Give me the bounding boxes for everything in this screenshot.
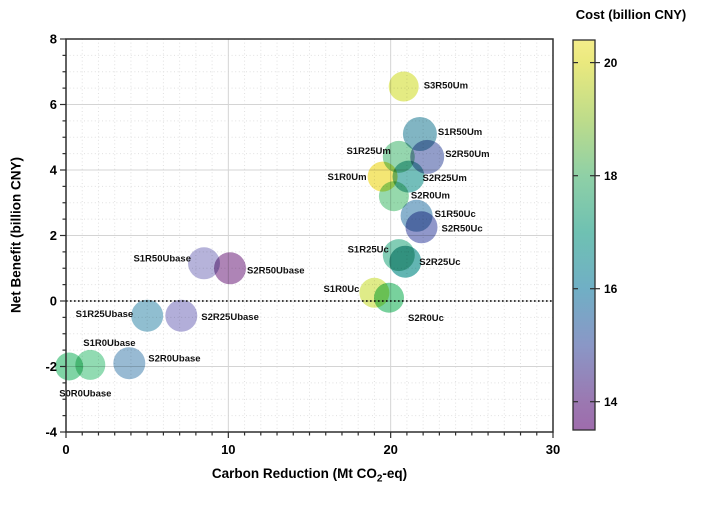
y-tick--2: -2 (45, 359, 57, 374)
bubble-S1R25Ubase (131, 299, 164, 332)
bubble-S2R25Uc (389, 245, 422, 278)
point-label-S1R50Uc: S1R50Uc (435, 209, 476, 220)
bubble-S2R50Uc (405, 211, 438, 244)
grid-major (66, 39, 553, 432)
bubble-S1R50Ubase (188, 247, 220, 280)
point-label-S1R50Ubase: S1R50Ubase (133, 254, 191, 265)
bubble-S2R25Ubase (165, 299, 198, 332)
x-tick-10: 10 (221, 442, 235, 457)
bubble-S2R0Ubase (113, 347, 146, 380)
point-label-S1R25Uc: S1R25Uc (348, 244, 389, 255)
colorbar-tick-labels: 20 18 16 14 (604, 56, 618, 409)
x-tick-labels: 0 10 20 30 (62, 442, 560, 457)
point-label-S1R25Ubase: S1R25Ubase (76, 309, 134, 320)
point-label-S2R0Um: S2R0Um (411, 190, 450, 201)
colorbar: 20 18 16 14 (572, 39, 618, 431)
point-label-S2R0Ubase: S2R0Ubase (148, 353, 200, 364)
y-tick-8: 8 (50, 32, 57, 47)
point-label-S1R0Ubase: S1R0Ubase (83, 338, 135, 349)
bubble-S0R0Ubase (55, 352, 84, 381)
bubble-S2R50Ubase (214, 252, 246, 285)
y-tick-0: 0 (50, 294, 57, 309)
point-label-S1R0Uc: S1R0Uc (323, 284, 359, 295)
colorbar-tick-16: 16 (604, 282, 618, 296)
x-axis-title-pre: Carbon Reduction (Mt CO (211, 466, 377, 481)
bubbles (55, 71, 445, 381)
colorbar-ticks (573, 61, 600, 403)
point-label-S1R25Um: S1R25Um (346, 146, 390, 157)
bubble-S2R50Um (410, 139, 445, 174)
x-tick-30: 30 (546, 442, 560, 457)
bubble-S1R0Ubase (75, 349, 106, 380)
y-axis-title: Net Benefit (billion CNY) (8, 157, 24, 313)
point-label-S2R25Ubase: S2R25Ubase (201, 312, 259, 323)
colorbar-tick-18: 18 (604, 169, 618, 183)
y-tick--4: -4 (45, 425, 57, 440)
colorbar-gradient (572, 39, 596, 431)
y-tick-labels: 8 6 4 2 0 -2 -4 (45, 32, 57, 440)
x-axis-title: Carbon Reduction (Mt CO2-eq) (66, 466, 553, 485)
colorbar-title: Cost (billion CNY) (575, 7, 687, 22)
y-tick-4: 4 (50, 163, 58, 178)
x-tick-0: 0 (62, 442, 69, 457)
point-label-S2R25Um: S2R25Um (423, 173, 467, 184)
point-label-S2R25Uc: S2R25Uc (419, 257, 460, 268)
y-tick-6: 6 (50, 97, 57, 112)
colorbar-tick-20: 20 (604, 56, 618, 70)
x-tick-20: 20 (383, 442, 397, 457)
bubble-labels: S0R0Ubase S1R0Ubase S2R0Ubase S1R25Ubase S2R… (59, 81, 489, 400)
colorbar-tick-14: 14 (604, 395, 618, 409)
y-axis (60, 38, 66, 433)
y-tick-2: 2 (50, 228, 57, 243)
point-label-S2R50Ubase: S2R50Ubase (247, 265, 305, 276)
point-label-S2R50Uc: S2R50Uc (442, 224, 483, 235)
bubble-S3R50Um (388, 71, 419, 102)
point-label-S1R0Um: S1R0Um (328, 172, 367, 183)
point-label-S2R50Um: S2R50Um (445, 149, 489, 160)
x-axis-title-post: -eq) (382, 466, 408, 481)
point-label-S3R50Um: S3R50Um (424, 81, 468, 92)
x-axis-title-sub: 2 (376, 473, 383, 485)
point-label-S1R50Um: S1R50Um (438, 127, 482, 138)
point-label-S0R0Ubase: S0R0Ubase (59, 389, 111, 400)
x-axis (65, 432, 554, 438)
bubble-S2R0Uc (374, 282, 404, 313)
point-label-S2R0Uc: S2R0Uc (408, 313, 444, 324)
